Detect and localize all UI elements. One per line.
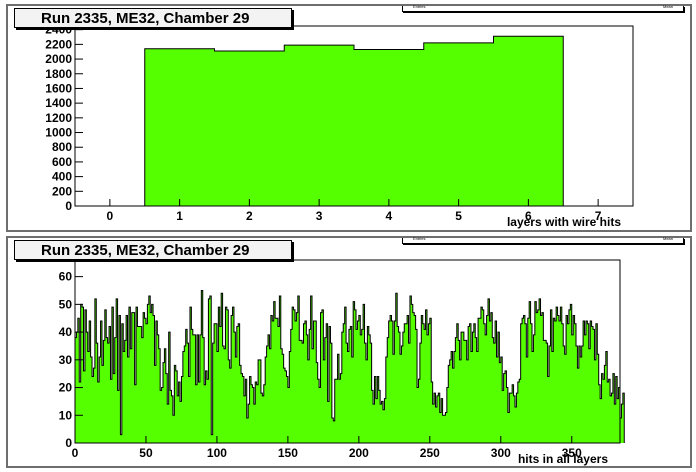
histogram-outline [144,35,564,206]
plot-frame [74,25,634,207]
x-tick-label: 7 [595,209,602,223]
x-tick-label: 3 [316,209,323,223]
histogram-bar [423,42,494,206]
x-tick-label: 0 [107,209,114,223]
y-tick-label: 1600 [45,81,72,95]
stats-mean-label: Mean [662,4,673,9]
y-tick-label: 0 [65,436,72,450]
x-tick-label: 150 [278,446,298,460]
x-tick-label: 250 [420,446,440,460]
stats-box-hits: Entries Mean [402,236,684,244]
stats-entries-label: Entries [413,4,426,9]
y-tick-label: 600 [52,155,72,169]
y-tick-label: 800 [52,140,72,154]
chart-title-hits: Run 2335, ME32, Chamber 29 [14,240,292,260]
stats-box-layers: Entries Mean [402,4,684,12]
y-tick-label: 20 [59,381,73,395]
chart-title-layers: Run 2335, ME32, Chamber 29 [14,8,292,28]
histogram-panel-hits: 0 10 20 30 40 50 60 0 50 100 150 200 250 300 350 hits i… [6,236,692,468]
x-tick-label: 4 [386,209,393,223]
histogram-panel-layers: 0 200 400 600 800 1000 1200 1400 1600 1800 2000 220… [6,4,692,232]
x-tick-label: 2 [246,209,253,223]
y-tick-label: 1800 [45,67,72,81]
x-tick-label: 1 [176,209,183,223]
stats-mean-label: Mean [662,236,673,241]
y-tick-label: 400 [52,170,72,184]
y-tick-label: 200 [52,184,72,198]
x-tick-label: 100 [207,446,227,460]
y-tick-label: 50 [59,297,73,311]
x-tick-label: 6 [525,209,532,223]
stats-entries-label: Entries [413,236,426,241]
histogram-outline [74,290,625,443]
y-tick-label: 2000 [45,52,72,66]
x-axis-label: hits in all layers [518,452,608,466]
y-tick-label: 2200 [45,37,72,51]
x-tick-label: 0 [72,446,79,460]
y-tick-label: 0 [65,199,72,213]
x-axis-label: layers with wire hits [507,215,621,229]
y-tick-label: 10 [59,408,73,422]
y-tick-label: 1200 [45,111,72,125]
y-tick-label: 60 [59,270,73,284]
x-tick-label: 200 [349,446,369,460]
y-tick-label: 1000 [45,126,72,140]
x-tick-label: 300 [491,446,511,460]
plot-frame [74,259,621,444]
histogram-bar [214,50,285,207]
y-tick-label: 40 [59,325,73,339]
histogram-bar [144,48,215,206]
histogram-bar [493,36,564,207]
x-tick-label: 350 [562,446,582,460]
histogram-bar [284,45,354,207]
layers-histogram-chart: 0200400600800100012001400160018002000220… [45,23,634,229]
x-tick-label: 50 [139,446,153,460]
y-tick-label: 1400 [45,96,72,110]
y-tick-label: 30 [59,353,73,367]
x-tick-label: 5 [455,209,462,223]
histogram-bar [354,49,424,206]
